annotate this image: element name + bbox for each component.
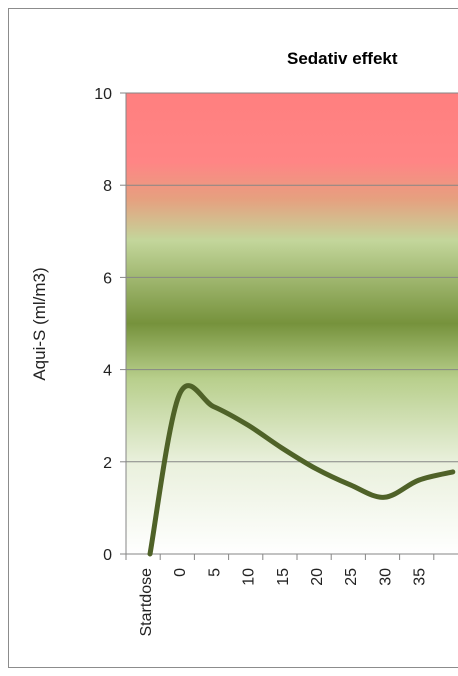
- x-tick-label: 35: [412, 568, 429, 586]
- y-tick-label: 8: [103, 178, 112, 195]
- x-tick-label: 0: [172, 568, 189, 577]
- x-tick-label: 15: [275, 568, 292, 586]
- x-tick-label: 20: [309, 568, 326, 586]
- x-tick-label: 30: [377, 568, 394, 586]
- series-line: [147, 383, 456, 557]
- y-axis-ticks: 0 2 4 6 8 10: [94, 86, 126, 564]
- chart-frame: 0 2 4 6 8 10 Startdose 0 5 10 15 20 25 30 35 Sedativ …: [8, 8, 458, 668]
- y-tick-label: 0: [103, 547, 112, 564]
- gridlines: [126, 92, 458, 463]
- x-tick-label: 25: [343, 568, 360, 586]
- y-tick-label: 2: [103, 455, 112, 472]
- y-tick-label: 10: [94, 86, 112, 103]
- x-tick-label: 5: [206, 568, 223, 577]
- x-axis-ticks: Startdose 0 5 10 15 20 25 30 35: [125, 554, 435, 637]
- x-tick-label: Startdose: [138, 568, 155, 637]
- y-axis-title: Aqui-S (ml/m3): [30, 267, 49, 380]
- plot-area-background: [126, 93, 458, 554]
- chart-title: Sedativ effekt: [287, 49, 398, 68]
- y-tick-label: 6: [103, 270, 112, 287]
- axes: [125, 93, 458, 555]
- chart: 0 2 4 6 8 10 Startdose 0 5 10 15 20 25 30 35 Sedativ …: [30, 49, 458, 637]
- x-tick-label: 10: [241, 568, 258, 586]
- y-tick-label: 4: [103, 363, 112, 380]
